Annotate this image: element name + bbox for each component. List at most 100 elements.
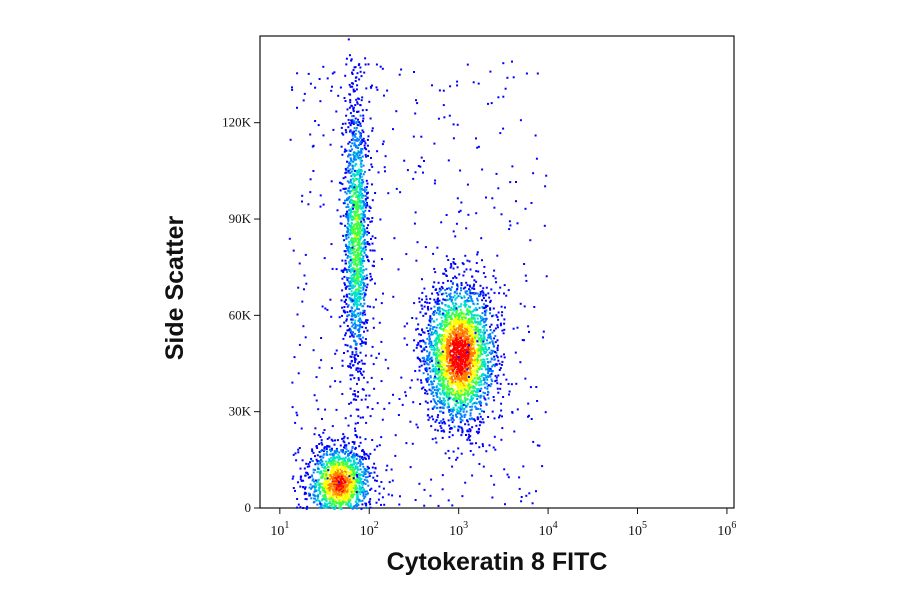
event-dot xyxy=(459,292,461,295)
event-dot xyxy=(347,489,350,492)
event-dot xyxy=(422,360,425,363)
event-dot xyxy=(370,163,373,166)
event-dot xyxy=(484,347,487,350)
event-dot xyxy=(327,445,330,448)
event-dot xyxy=(472,349,475,352)
event-dot xyxy=(443,315,446,318)
event-dot xyxy=(362,216,365,219)
event-dot xyxy=(439,369,442,371)
event-dot xyxy=(465,366,468,369)
event-dot xyxy=(363,497,366,500)
event-dot xyxy=(469,392,472,394)
event-dot xyxy=(481,373,483,376)
event-dot xyxy=(460,377,463,380)
event-dot xyxy=(493,355,496,358)
event-dot xyxy=(355,458,358,461)
event-dot xyxy=(419,311,422,314)
event-dot xyxy=(340,126,343,129)
event-dot xyxy=(352,182,355,185)
event-dot xyxy=(355,139,358,141)
event-dot xyxy=(333,451,336,454)
event-dot xyxy=(455,458,458,461)
event-dot xyxy=(351,230,354,233)
event-dot xyxy=(351,441,354,443)
event-dot xyxy=(451,313,454,316)
event-dot xyxy=(448,293,451,296)
event-dot xyxy=(452,355,455,358)
event-dot xyxy=(359,158,362,160)
event-dot xyxy=(356,273,359,276)
event-dot xyxy=(492,275,495,278)
event-dot xyxy=(461,384,464,387)
event-dot xyxy=(332,493,335,496)
event-dot xyxy=(368,209,371,212)
event-dot xyxy=(317,495,320,498)
event-dot xyxy=(465,326,468,329)
event-dot xyxy=(434,310,436,312)
event-dot xyxy=(501,360,504,363)
event-dot xyxy=(445,292,448,295)
event-dot xyxy=(481,290,484,293)
event-dot xyxy=(364,153,367,156)
event-dot xyxy=(428,416,431,419)
event-dot xyxy=(346,471,349,473)
event-dot xyxy=(332,472,335,475)
event-dot xyxy=(452,372,455,375)
event-dot xyxy=(435,311,438,314)
event-dot xyxy=(349,85,352,88)
event-dot xyxy=(354,434,357,436)
event-dot xyxy=(477,346,480,349)
event-dot xyxy=(443,338,446,341)
event-dot xyxy=(366,230,369,233)
event-dot xyxy=(358,154,361,157)
event-dot xyxy=(451,366,454,369)
event-dot xyxy=(347,466,350,469)
event-dot xyxy=(472,292,475,295)
event-dot xyxy=(351,475,354,478)
event-dot xyxy=(342,437,345,440)
event-dot xyxy=(355,126,358,129)
event-dot xyxy=(349,502,352,505)
event-dot xyxy=(429,327,432,330)
event-dot xyxy=(350,58,353,61)
event-dot xyxy=(354,104,357,107)
event-dot xyxy=(339,504,342,507)
event-dot xyxy=(426,337,429,340)
event-dot xyxy=(355,398,358,401)
event-dot xyxy=(469,347,471,349)
event-dot xyxy=(366,182,369,185)
event-dot xyxy=(375,501,378,504)
event-dot xyxy=(503,328,506,331)
event-dot xyxy=(451,384,454,387)
event-dot xyxy=(360,141,363,144)
event-dot xyxy=(326,491,329,493)
event-dot xyxy=(352,227,355,230)
event-dot xyxy=(351,148,353,151)
event-dot xyxy=(459,360,462,363)
event-dot xyxy=(441,308,444,310)
event-dot xyxy=(477,432,480,435)
event-dot xyxy=(367,457,370,460)
event-dot xyxy=(496,387,499,390)
event-dot xyxy=(307,476,310,479)
event-dot xyxy=(449,427,451,430)
event-dot xyxy=(344,253,347,256)
event-dot xyxy=(349,201,352,204)
event-dot xyxy=(482,391,485,394)
event-dot xyxy=(356,494,359,497)
event-dot xyxy=(429,376,432,379)
event-dot xyxy=(450,330,453,333)
event-dot xyxy=(350,401,353,404)
event-dot xyxy=(326,503,329,506)
event-dot xyxy=(461,347,464,350)
event-dot xyxy=(440,368,443,371)
event-dot xyxy=(431,368,434,371)
event-dot xyxy=(359,343,362,345)
event-dot xyxy=(415,346,418,349)
event-dot xyxy=(457,330,460,333)
event-dot xyxy=(297,503,300,506)
event-dot xyxy=(358,298,361,301)
event-dot xyxy=(345,302,348,305)
event-dot xyxy=(430,348,433,351)
event-dot xyxy=(461,363,463,366)
